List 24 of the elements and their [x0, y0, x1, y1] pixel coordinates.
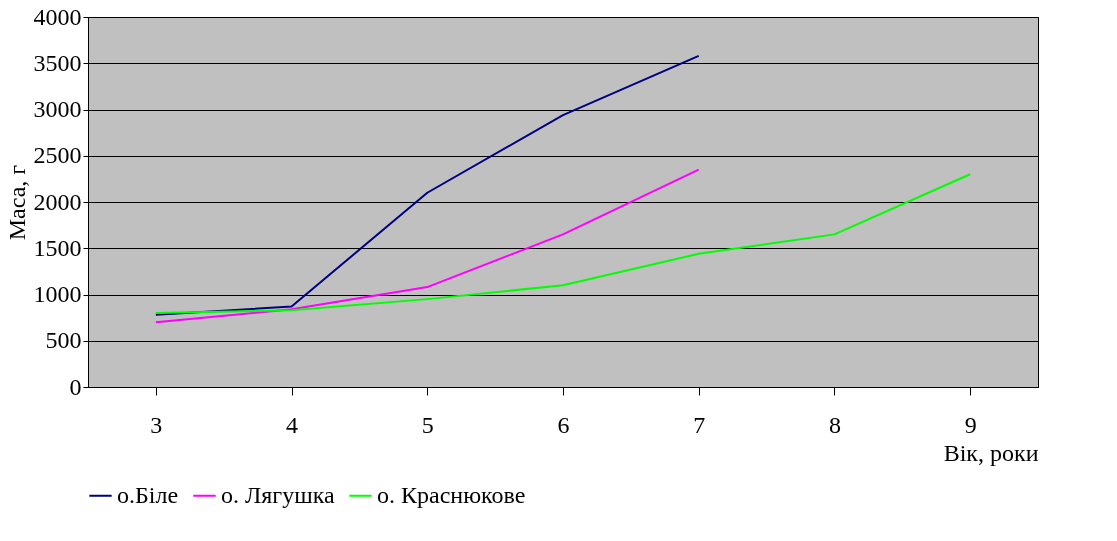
y-tick-label: 2500	[33, 142, 82, 169]
y-tick-label: 1000	[33, 281, 82, 307]
y-tick-label: 500	[45, 327, 82, 354]
line-series	[154, 168, 700, 324]
legend-label: о.Біле	[117, 481, 179, 508]
x-tick-label: 7	[693, 411, 706, 438]
y-tick-label: 3500	[33, 49, 82, 76]
x-tick-label: 9	[964, 411, 977, 438]
y-axis-title: Маса, г	[3, 164, 30, 241]
y-tick-label: 3000	[33, 96, 82, 122]
x-tick-label: 5	[421, 411, 434, 438]
x-tick-label: 6	[557, 411, 570, 438]
y-tick-label: 0	[69, 373, 82, 400]
legend-label: о. Краснюкове	[377, 481, 526, 508]
y-tick-label: 1500	[33, 234, 82, 261]
y-tick-label: 2000	[33, 188, 82, 215]
y-tick-label: 4000	[33, 3, 82, 30]
x-tick-label: 3	[150, 411, 163, 438]
line-series	[154, 173, 972, 314]
line-series	[154, 54, 700, 316]
x-tick-label: 8	[828, 411, 841, 438]
x-axis-title: Вік, роки	[943, 439, 1039, 466]
legend-label: о. Лягушка	[221, 481, 335, 508]
x-tick-label: 4	[286, 411, 299, 438]
